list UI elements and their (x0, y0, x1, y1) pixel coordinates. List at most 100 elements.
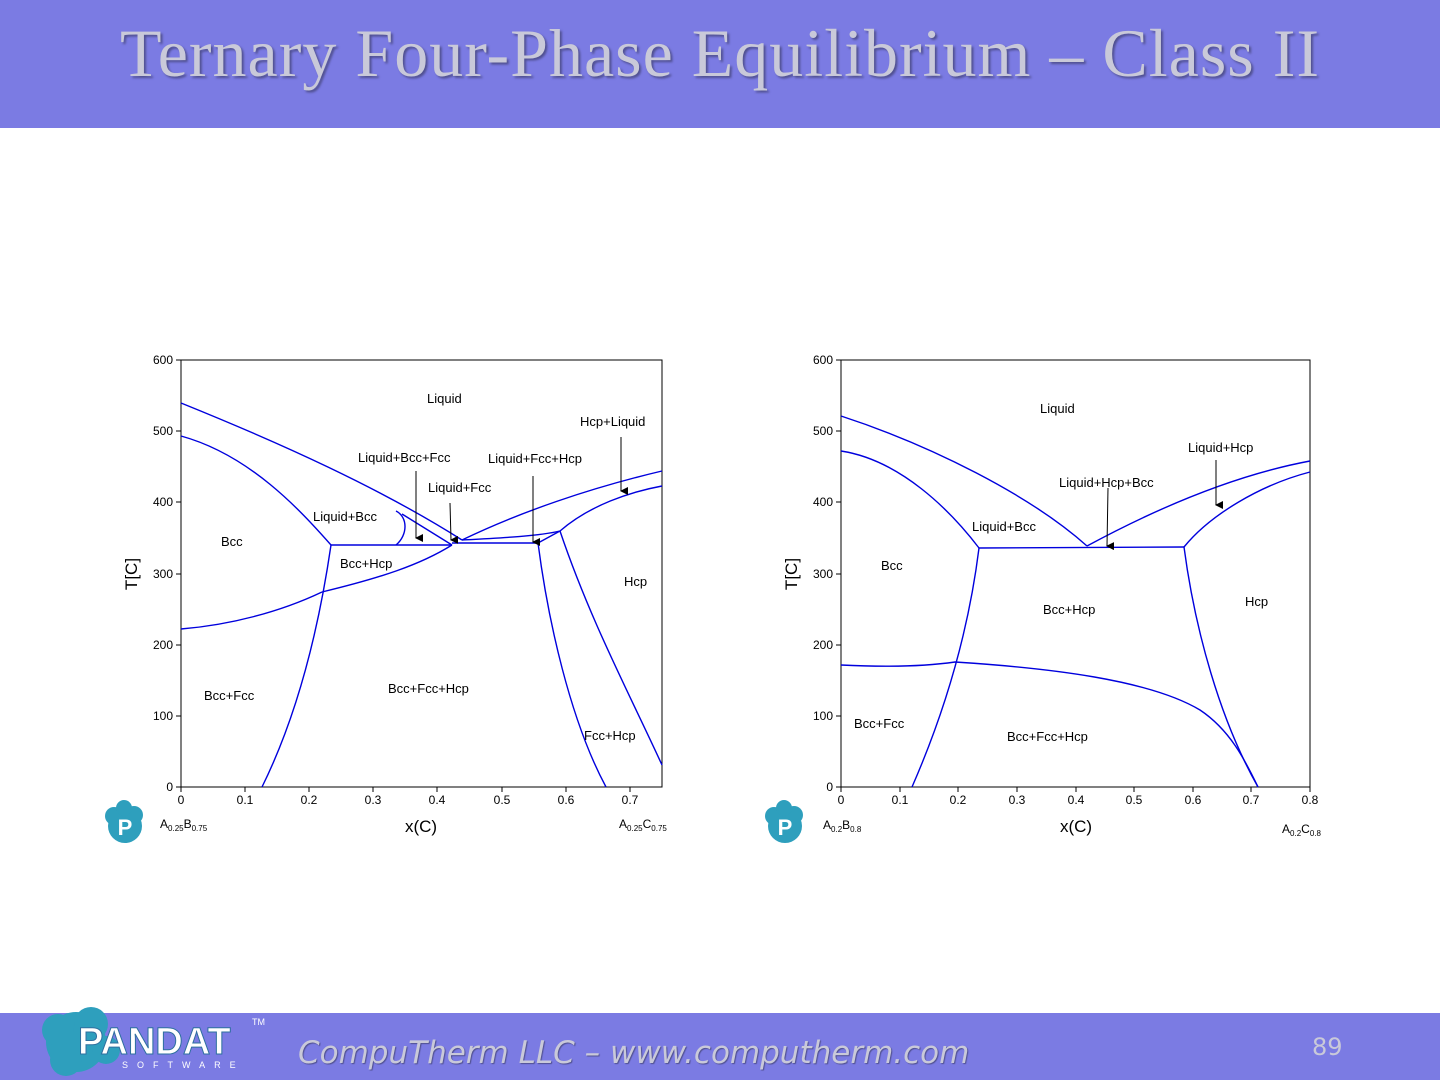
y-ticks (176, 359, 181, 788)
left-phase-diagram: 0 100 200 300 400 500 600 0 0.1 0.2 0.3 … (105, 353, 667, 843)
region-label: Liquid+Bcc+Fcc (358, 450, 451, 465)
title-bar (0, 0, 1440, 128)
x-tick-label: 0.3 (365, 793, 382, 807)
pandat-p-icon: P (105, 800, 143, 843)
plot-frame (840, 359, 1311, 788)
region-label: Hcp (624, 574, 647, 589)
x-axis-title: x(C) (405, 817, 437, 836)
region-label: Liquid+Bcc (972, 519, 1036, 534)
x-ticks (840, 787, 1311, 792)
y-tick-label: 600 (813, 353, 833, 367)
region-label: Bcc+Fcc+Hcp (1007, 729, 1088, 744)
region-label: Hcp (1245, 594, 1268, 609)
phase-boundaries (840, 415, 1311, 788)
liquidus-hcp (461, 470, 663, 541)
x-tick-label: 0 (178, 793, 185, 807)
region-label: Bcc+Hcp (1043, 602, 1095, 617)
y-axis-title: T[C] (782, 558, 801, 590)
bcc-vertical (911, 547, 980, 788)
x-tick-label: 0.7 (1243, 793, 1260, 807)
page-number: 89 (1312, 1033, 1343, 1061)
region-label: Bcc (881, 558, 903, 573)
logo-subtitle: SOFTWARE (122, 1060, 245, 1070)
x-tick-label: 0.8 (1302, 793, 1319, 807)
region-label: Liquid+Fcc (428, 480, 492, 495)
footer-bar (0, 1013, 1440, 1080)
label-arrows (415, 437, 628, 546)
solidus-hcp (559, 485, 663, 532)
logo-wordmark: PANDAT (78, 1021, 231, 1063)
region-label: Bcc+Fcc (204, 688, 255, 703)
x-tick-label: 0.2 (301, 793, 318, 807)
invariant (978, 546, 1185, 549)
y-ticks (836, 359, 841, 788)
solidus-bcc (180, 435, 332, 546)
x-tick-label: 0 (838, 793, 845, 807)
label-arrows (1106, 460, 1223, 551)
x-tick-label: 0.4 (429, 793, 446, 807)
y-axis-title: T[C] (122, 558, 141, 590)
x-tick-label: 0.1 (892, 793, 909, 807)
liquid-fcc-line (401, 513, 453, 546)
y-tick-label: 300 (153, 567, 173, 581)
fcc-liquid-hcp-top (461, 530, 561, 541)
hcp-corner (537, 530, 561, 544)
y-tick-label: 400 (153, 495, 173, 509)
solidus-hcp (1183, 471, 1311, 548)
x-tick-label: 0.6 (1185, 793, 1202, 807)
x-tick-label: 0.7 (622, 793, 639, 807)
x-tick-label: 0.6 (558, 793, 575, 807)
y-tick-label: 200 (153, 638, 173, 652)
bcc-fcc-solvus (180, 591, 323, 630)
x-ticks (180, 787, 631, 792)
region-label: Fcc+Hcp (584, 728, 636, 743)
y-tick-label: 0 (166, 780, 173, 794)
region-label: Bcc+Hcp (340, 556, 392, 571)
region-label: Liquid+Hcp+Bcc (1059, 475, 1154, 490)
region-label: Hcp+Liquid (580, 414, 645, 429)
right-end-composition: A0.25C0.75 (619, 817, 667, 833)
y-tick-label: 500 (813, 424, 833, 438)
x-tick-label: 0.5 (1126, 793, 1143, 807)
y-tick-label: 0 (826, 780, 833, 794)
pandat-logo: PANDAT TM SOFTWARE (42, 1007, 265, 1076)
bcc-hcp-lower (321, 544, 453, 593)
y-tick-label: 500 (153, 424, 173, 438)
y-tick-label: 200 (813, 638, 833, 652)
region-label: Liquid+Bcc (313, 509, 377, 524)
region-label: Liquid+Hcp (1188, 440, 1253, 455)
y-tick-label: 400 (813, 495, 833, 509)
phase-boundaries (180, 402, 663, 788)
x-axis-title: x(C) (1060, 817, 1092, 836)
hcp-vertical (1183, 546, 1259, 788)
left-end-composition: A0.25B0.75 (160, 817, 208, 833)
x-tick-label: 0.2 (950, 793, 967, 807)
region-label: Liquid (427, 391, 462, 406)
slide-title: Ternary Four-Phase Equilibrium – Class I… (119, 15, 1321, 91)
x-tick-label: 0.5 (494, 793, 511, 807)
right-phase-diagram: 0 100 200 300 400 500 600 0 0.1 0.2 0.3 … (765, 353, 1321, 843)
bcc-vertical (261, 544, 332, 788)
footer-company-url: CompuTherm LLC – www.computherm.com (298, 1035, 970, 1071)
svg-text:P: P (118, 815, 133, 840)
liquidus-hcp (1086, 460, 1311, 547)
liquidus-bcc (180, 402, 463, 541)
left-end-composition: A0.2B0.8 (823, 818, 862, 834)
svg-text:P: P (778, 815, 793, 840)
logo-tm: TM (252, 1017, 265, 1027)
pandat-p-icon: P (765, 800, 803, 843)
region-label: Bcc (221, 534, 243, 549)
solidus-bcc (840, 450, 980, 549)
bcc-loop (395, 510, 406, 546)
y-tick-label: 100 (153, 709, 173, 723)
x-tick-label: 0.3 (1009, 793, 1026, 807)
liquidus-bcc (840, 415, 1088, 547)
y-tick-label: 100 (813, 709, 833, 723)
x-tick-label: 0.4 (1068, 793, 1085, 807)
region-label: Bcc+Fcc (854, 716, 905, 731)
y-tick-label: 300 (813, 567, 833, 581)
hcp-solvus (559, 530, 663, 766)
x-tick-label: 0.1 (237, 793, 254, 807)
fcc-solvus (840, 661, 1259, 788)
right-end-composition: A0.2C0.8 (1282, 822, 1321, 838)
